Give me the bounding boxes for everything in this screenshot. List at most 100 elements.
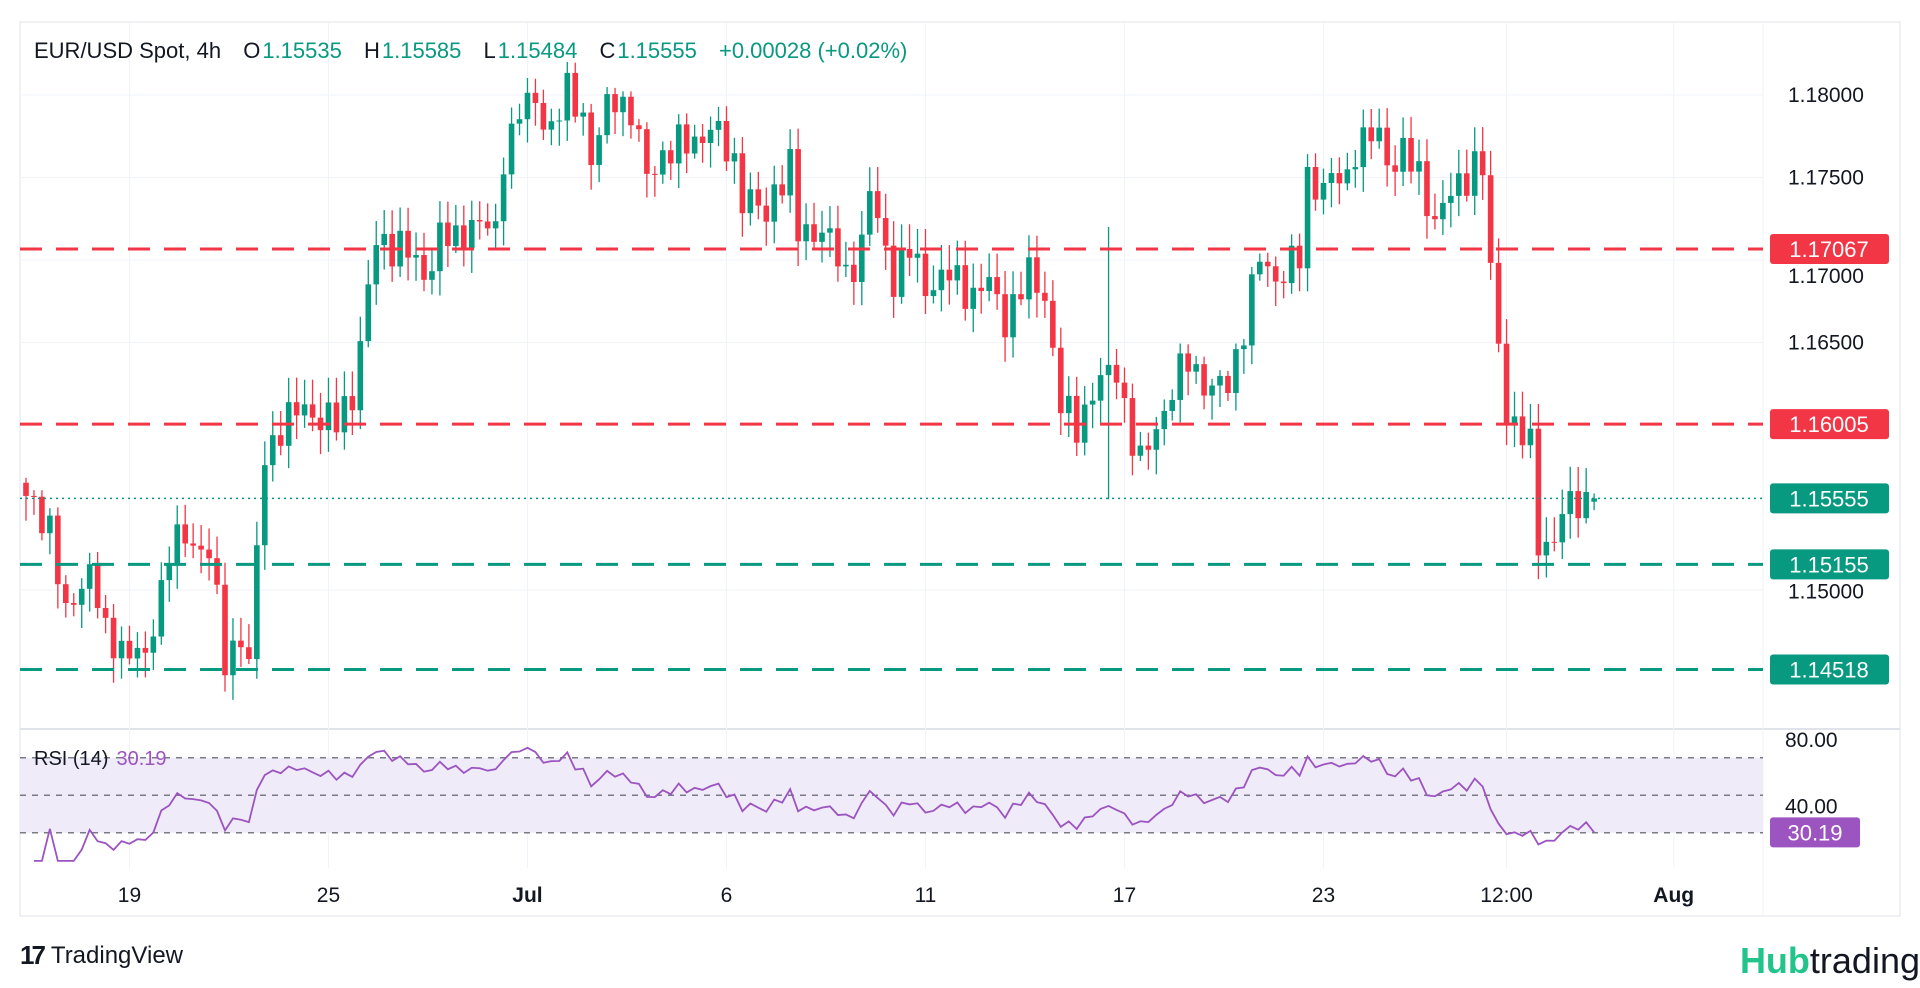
candle-body — [1535, 428, 1542, 556]
candle-body — [1272, 266, 1279, 282]
candle-body — [644, 129, 650, 174]
candle-body — [23, 482, 29, 496]
candle-body — [1105, 364, 1112, 376]
candle-body — [930, 290, 937, 297]
candle-body — [78, 588, 85, 605]
candle-body — [1424, 161, 1430, 217]
candle-body — [1050, 300, 1056, 348]
candle-body — [492, 221, 499, 229]
candle-body — [1408, 138, 1414, 172]
candle-body — [707, 129, 714, 143]
candle-body — [1591, 498, 1597, 502]
candle-body — [843, 264, 849, 267]
candle-body — [859, 234, 865, 283]
rsi-value: 30.19 — [116, 748, 167, 770]
level-tag — [1770, 409, 1889, 440]
candle-body — [946, 269, 953, 281]
rsi-legend[interactable]: RSI (14) 30.19 — [34, 748, 167, 771]
candle-body — [445, 222, 451, 246]
candle-body — [1400, 138, 1406, 172]
candle-body — [1002, 294, 1008, 338]
candle-body — [1503, 343, 1510, 424]
candle-body — [771, 184, 778, 222]
low-value: 1.15484 — [497, 38, 578, 63]
candle-body — [1249, 274, 1255, 346]
candle-body — [1010, 294, 1016, 338]
low-label: L — [483, 38, 496, 63]
candle-body — [755, 189, 762, 206]
candle-body — [262, 465, 268, 546]
candle-body — [556, 120, 563, 122]
candle-body — [699, 136, 706, 143]
candle-body — [1257, 261, 1263, 275]
candle-body — [906, 248, 913, 258]
candle-body — [1551, 541, 1558, 543]
candle-body — [1177, 353, 1183, 400]
candle-body — [206, 549, 212, 559]
candle-body — [1352, 167, 1359, 170]
candle-body — [1368, 127, 1375, 142]
rsi-tick-label: 80.00 — [1785, 729, 1838, 752]
candle-body — [254, 545, 260, 660]
candle-body — [652, 173, 658, 175]
candle-body — [500, 174, 507, 222]
candle-body — [1448, 195, 1454, 203]
level-tag-label: 1.14518 — [1789, 658, 1869, 683]
candle-body — [1360, 127, 1367, 168]
candle-body — [954, 265, 961, 281]
tradingview-logo[interactable]: 17 TradingView — [20, 940, 183, 971]
candle-body — [373, 245, 380, 285]
candle-body — [484, 221, 491, 229]
candle-body — [453, 225, 459, 246]
candle-body — [70, 603, 77, 605]
candle-body — [1280, 281, 1287, 284]
high-value: 1.15585 — [381, 38, 462, 63]
candle-body — [747, 189, 754, 214]
candle-body — [962, 265, 969, 309]
tradingview-wordmark: TradingView — [50, 941, 183, 969]
candle-body — [1065, 395, 1072, 414]
candle-body — [190, 543, 196, 546]
candle-body — [341, 396, 348, 433]
candle-body — [1328, 173, 1335, 183]
level-tag-label: 1.15555 — [1789, 486, 1869, 511]
x-tick-label: 12:00 — [1480, 884, 1533, 907]
chart-legend: EUR/USD Spot, 4h O1.15535 H1.15585 L1.15… — [34, 38, 909, 64]
candle-body — [1201, 364, 1207, 396]
candle-body — [1288, 245, 1295, 284]
candle-body — [763, 205, 770, 222]
candle-body — [1304, 166, 1311, 269]
candle-body — [86, 564, 93, 589]
candle-body — [94, 564, 101, 609]
symbol-label[interactable]: EUR/USD Spot, 4h — [34, 38, 222, 63]
candle-body — [301, 404, 308, 416]
candle-body — [55, 515, 61, 585]
x-tick-label: 25 — [317, 884, 340, 907]
candle-body — [357, 341, 364, 411]
candle-body — [628, 96, 634, 126]
candles — [23, 61, 1597, 700]
candle-body — [548, 121, 555, 130]
candle-body — [1145, 445, 1152, 450]
candle-body — [819, 232, 825, 242]
candle-body — [866, 191, 873, 235]
candle-body — [1137, 445, 1144, 456]
candle-body — [938, 269, 945, 291]
candle-body — [1217, 375, 1223, 386]
candle-body — [922, 253, 929, 297]
candle-body — [1097, 375, 1104, 401]
candle-body — [174, 524, 181, 565]
candle-body — [715, 120, 722, 130]
candle-body — [914, 253, 921, 258]
candle-body — [1169, 399, 1176, 411]
candle-body — [1487, 175, 1494, 263]
candle-body — [683, 124, 690, 154]
candle-body — [588, 112, 594, 165]
candle-body — [333, 402, 340, 433]
candle-body — [413, 255, 419, 258]
candle-body — [970, 287, 977, 309]
candle-body — [1225, 375, 1231, 393]
change-value: +0.00028 (+0.02%) — [718, 38, 908, 63]
x-tick-label: Jul — [512, 884, 542, 907]
